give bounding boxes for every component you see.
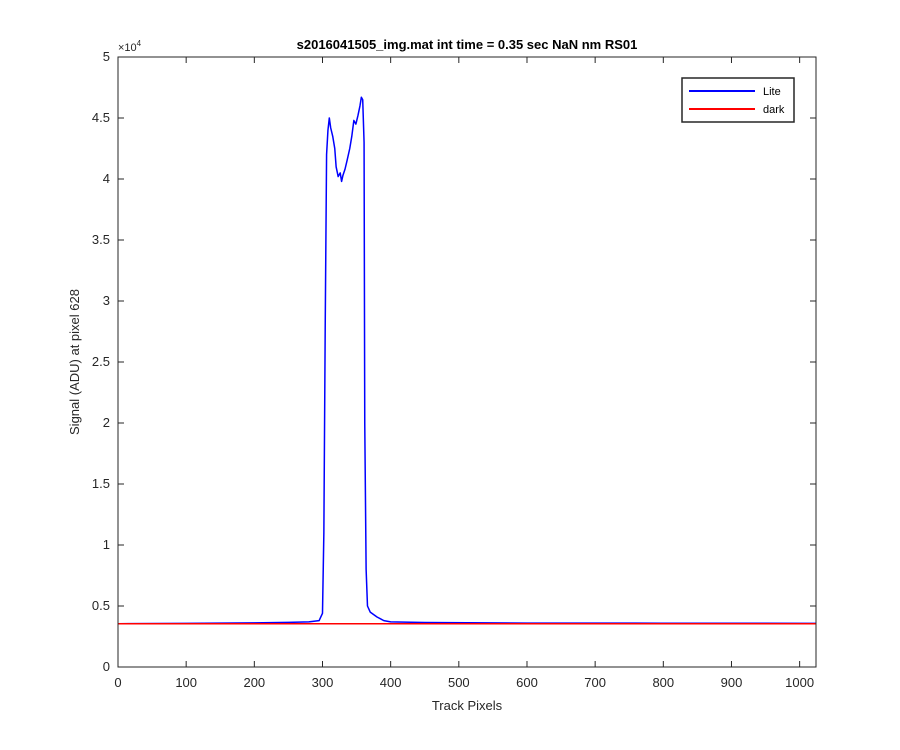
x-tick-marks xyxy=(117,57,801,667)
x-tick-labels: 0 100 200 300 400 500 600 700 800 900 1000 xyxy=(114,675,814,690)
legend-box xyxy=(681,77,795,123)
y-tick-label: 0.5 xyxy=(92,598,110,613)
y-tick-label: 4 xyxy=(103,171,110,186)
x-tick-label: 500 xyxy=(448,675,470,690)
x-tick-label: 300 xyxy=(312,675,334,690)
y-tick-label: 0 xyxy=(103,659,110,674)
x-tick-label: 0 xyxy=(114,675,121,690)
x-tick-label: 100 xyxy=(175,675,197,690)
plot-area xyxy=(118,57,816,667)
y-tick-labels: 0 0.5 1 1.5 2 2.5 3 3.5 4 4.5 5 xyxy=(92,49,110,674)
y-tick-label: 1 xyxy=(103,537,110,552)
x-axis-label: Track Pixels xyxy=(432,698,503,713)
x-tick-label: 700 xyxy=(584,675,606,690)
y-tick-label: 3 xyxy=(103,293,110,308)
y-tick-label: 3.5 xyxy=(92,232,110,247)
x-tick-label: 900 xyxy=(721,675,743,690)
legend-label-lite: Lite xyxy=(763,86,781,98)
series-line-lite xyxy=(117,96,817,625)
y-tick-marks xyxy=(118,56,816,668)
x-tick-label: 200 xyxy=(243,675,265,690)
y-axis-exponent-power: 4 xyxy=(137,39,142,48)
y-axis-exponent: ×104 xyxy=(118,39,142,54)
legend-label-dark: dark xyxy=(763,104,785,116)
y-tick-label: 4.5 xyxy=(92,110,110,125)
y-axis-label: Signal (ADU) at pixel 628 xyxy=(67,289,82,435)
y-tick-label: 2.5 xyxy=(92,354,110,369)
chart-title: s2016041505_img.mat int time = 0.35 sec … xyxy=(297,37,638,52)
x-tick-label: 1000 xyxy=(785,675,814,690)
legend: Lite dark xyxy=(681,77,795,123)
x-tick-label: 400 xyxy=(380,675,402,690)
y-tick-label: 1.5 xyxy=(92,476,110,491)
x-tick-label: 800 xyxy=(652,675,674,690)
y-axis-exponent-base: ×10 xyxy=(118,42,137,54)
x-tick-label: 600 xyxy=(516,675,538,690)
y-tick-label: 2 xyxy=(103,415,110,430)
y-tick-label: 5 xyxy=(103,49,110,64)
series-layer xyxy=(117,96,817,625)
